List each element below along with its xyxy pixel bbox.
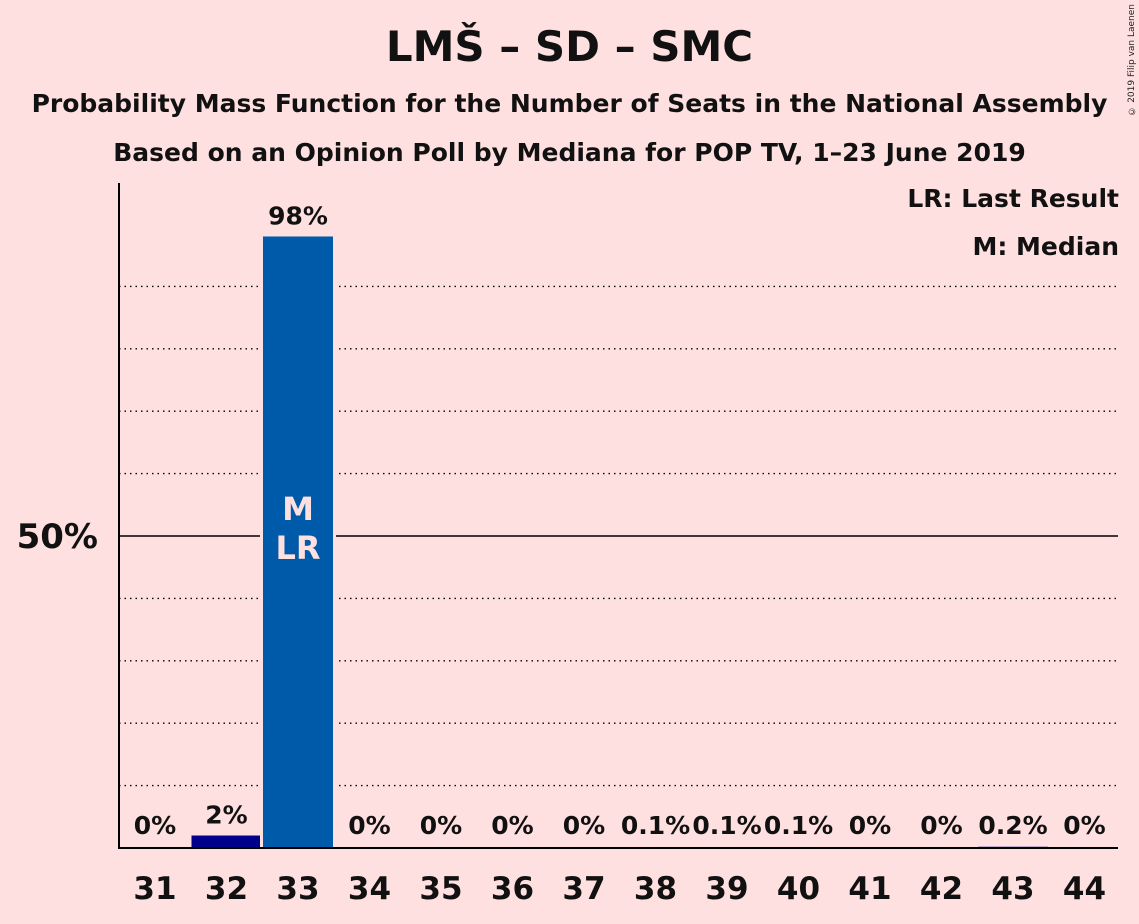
chart-subtitle-2: Based on an Opinion Poll by Mediana for … [113, 138, 1026, 167]
x-tick-label: 37 [562, 871, 605, 907]
x-tick-label: 33 [276, 871, 319, 907]
x-tick-label: 38 [634, 871, 677, 907]
x-tick-label: 35 [419, 871, 462, 907]
data-label: 0.2% [978, 811, 1047, 840]
x-tick-label: 40 [777, 871, 820, 907]
data-label: 0% [134, 811, 176, 840]
data-label: 98% [268, 201, 328, 230]
legend-median: M: Median [972, 232, 1119, 261]
x-tick-label: 36 [491, 871, 534, 907]
x-tick-label: 43 [991, 871, 1034, 907]
data-label: 0% [491, 811, 533, 840]
data-label: 0.1% [764, 811, 833, 840]
x-tick-label: 41 [848, 871, 891, 907]
x-tick-label: 34 [348, 871, 391, 907]
x-tick-label: 32 [205, 871, 248, 907]
data-label: 0% [849, 811, 891, 840]
median-marker: M [282, 490, 314, 528]
data-label: 0% [420, 811, 462, 840]
data-label: 0.1% [621, 811, 690, 840]
x-tick-label: 44 [1063, 871, 1106, 907]
chart-title: LMŠ – SD – SMC [385, 22, 754, 71]
data-label: 0.1% [692, 811, 761, 840]
data-label: 0% [920, 811, 962, 840]
y-tick-label: 50% [17, 517, 98, 557]
bar-seat-33 [263, 236, 333, 849]
x-tick-label: 42 [920, 871, 963, 907]
data-label: 0% [1063, 811, 1105, 840]
data-label: 0% [348, 811, 390, 840]
data-label: 0% [563, 811, 605, 840]
last-result-marker: LR [275, 529, 320, 567]
bar-seat-32 [191, 835, 262, 848]
x-tick-label: 39 [705, 871, 748, 907]
legend-last-result: LR: Last Result [907, 184, 1119, 213]
data-label: 2% [205, 801, 247, 830]
x-tick-label: 31 [133, 871, 176, 907]
chart-subtitle-1: Probability Mass Function for the Number… [31, 89, 1108, 118]
